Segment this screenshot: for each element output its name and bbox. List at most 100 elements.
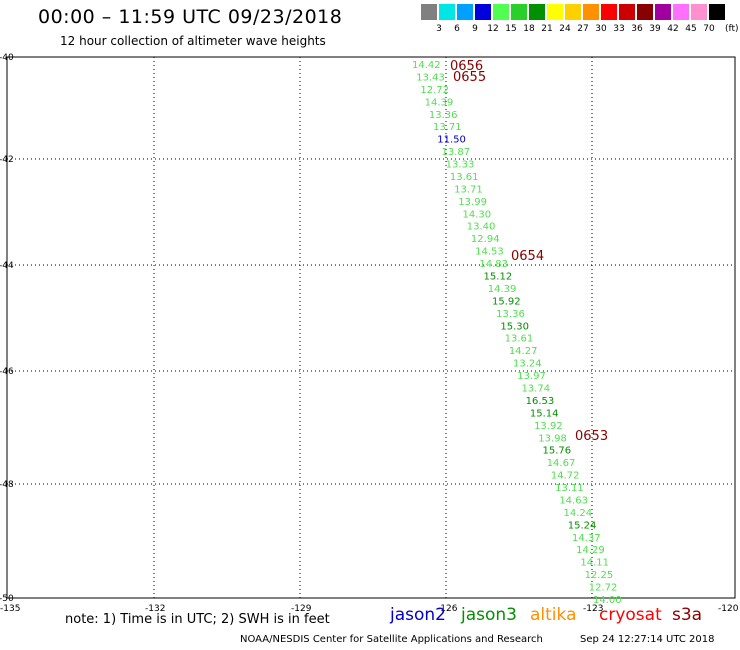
- wave-height-label: 14.00: [593, 595, 622, 606]
- lat-tick-label: -50: [0, 594, 14, 604]
- page-title: 00:00 – 11:59 UTC 09/23/2018: [38, 6, 343, 28]
- scale-label: 24: [559, 24, 571, 34]
- map-frame: [6, 56, 736, 599]
- wave-height-label: 12.94: [471, 234, 500, 245]
- track-time-label: 0654: [511, 249, 544, 264]
- wave-height-label: 15.12: [484, 272, 513, 283]
- satellite-s3a-label: s3a: [672, 605, 703, 625]
- scale-swatch: [547, 4, 563, 20]
- scale-swatch: [475, 4, 491, 20]
- scale-swatch: [421, 4, 437, 20]
- wave-height-label: 14.83: [479, 259, 508, 270]
- wave-height-label: 13.40: [467, 222, 496, 233]
- scale-swatch: [619, 4, 635, 20]
- wave-height-label: 14.27: [509, 346, 538, 357]
- lat-tick-label: -46: [0, 367, 14, 377]
- scale-swatch: [439, 4, 455, 20]
- wave-height-label: 13.61: [505, 334, 534, 345]
- wave-height-label: 14.30: [463, 209, 492, 220]
- scale-label: 33: [613, 24, 625, 34]
- wave-height-label: 13.61: [450, 172, 479, 183]
- scale-swatch: [637, 4, 653, 20]
- wave-height-label: 15.24: [568, 520, 597, 531]
- lon-tick-label: -135: [0, 604, 20, 614]
- wave-height-label: 11.50: [437, 135, 466, 146]
- wave-height-label: 13.99: [458, 197, 487, 208]
- wave-height-label: 13.11: [555, 483, 584, 494]
- satellite-cryosat-label: cryosat: [599, 605, 662, 625]
- scale-swatch: [583, 4, 599, 20]
- wave-height-label: 14.72: [551, 471, 580, 482]
- scale-swatch: [511, 4, 527, 20]
- wave-height-label: 12.25: [585, 570, 614, 581]
- lon-tick-label: -120: [718, 604, 739, 614]
- scale-label: 39: [649, 24, 661, 34]
- scale-label: 30: [595, 24, 607, 34]
- wave-height-label: 13.36: [429, 110, 458, 121]
- scale-swatch: [529, 4, 545, 20]
- wave-height-label: 14.37: [572, 533, 601, 544]
- scale-swatch: [457, 4, 473, 20]
- scale-label: 21: [541, 24, 553, 34]
- wave-height-label: 15.76: [542, 446, 571, 457]
- scale-label: 36: [631, 24, 643, 34]
- lon-tick-label: -126: [437, 604, 458, 614]
- page-subtitle: 12 hour collection of altimeter wave hei…: [60, 34, 326, 48]
- wave-height-label: 14.63: [559, 495, 588, 506]
- scale-swatch: [655, 4, 671, 20]
- track-time-label: 0655: [453, 70, 486, 85]
- wave-height-label: 14.39: [488, 284, 517, 295]
- wave-height-label: 13.74: [521, 383, 550, 394]
- wave-height-label: 13.97: [517, 371, 546, 382]
- scale-label: 27: [577, 24, 589, 34]
- lat-tick-label: -44: [0, 261, 14, 271]
- wave-height-label: 13.87: [441, 147, 470, 158]
- scale-swatch: [565, 4, 581, 20]
- wave-height-label: 13.71: [433, 122, 462, 133]
- wave-height-label: 13.36: [496, 309, 525, 320]
- scale-label: 9: [472, 24, 478, 34]
- scale-label: 18: [523, 24, 535, 34]
- scale-swatch: [691, 4, 707, 20]
- wave-height-label: 15.92: [492, 296, 521, 307]
- wave-height-label: 13.92: [534, 421, 563, 432]
- wave-height-label: 13.24: [513, 359, 542, 370]
- wave-height-label: 15.30: [500, 321, 529, 332]
- lon-tick-label: -132: [145, 604, 165, 614]
- wave-height-label: 14.11: [580, 558, 609, 569]
- scale-swatch: [601, 4, 617, 20]
- wave-height-label: 12.72: [589, 583, 618, 594]
- wave-height-label: 13.71: [454, 184, 483, 195]
- scale-label: 42: [667, 24, 679, 34]
- wave-height-label: 14.29: [576, 545, 605, 556]
- scale-swatch: [709, 4, 725, 20]
- wave-height-label: 14.53: [475, 247, 504, 258]
- wave-height-label: 15.14: [530, 408, 559, 419]
- lat-tick-label: -48: [0, 480, 14, 490]
- satellite-jason3-label: jason3: [461, 605, 517, 625]
- scale-label: 15: [505, 24, 517, 34]
- scale-label: 12: [487, 24, 499, 34]
- lat-tick-label: -42: [0, 155, 14, 165]
- scale-unit: (ft): [725, 24, 739, 34]
- lat-tick-label: -40: [0, 53, 14, 63]
- track-time-label: 0656: [450, 59, 483, 74]
- scale-label: 45: [685, 24, 697, 34]
- wave-height-label: 13.43: [416, 72, 445, 83]
- wave-height-label: 14.24: [564, 508, 593, 519]
- satellite-jason2-label: jason2: [390, 605, 446, 625]
- wave-height-label: 12.72: [420, 85, 449, 96]
- scale-swatch: [493, 4, 509, 20]
- wave-height-label: 14.42: [412, 60, 441, 71]
- track-time-label: 0653: [575, 429, 608, 444]
- wave-height-label: 14.39: [425, 97, 454, 108]
- generation-timestamp: Sep 24 12:27:14 UTC 2018: [580, 634, 715, 645]
- wave-height-label: 13.33: [446, 160, 475, 171]
- wave-height-label: 13.98: [538, 433, 567, 444]
- lon-tick-label: -123: [583, 604, 603, 614]
- satellite-altika-label: altika: [530, 605, 577, 625]
- wave-height-label: 16.53: [526, 396, 555, 407]
- lon-tick-label: -129: [291, 604, 312, 614]
- wave-height-label: 14.67: [547, 458, 576, 469]
